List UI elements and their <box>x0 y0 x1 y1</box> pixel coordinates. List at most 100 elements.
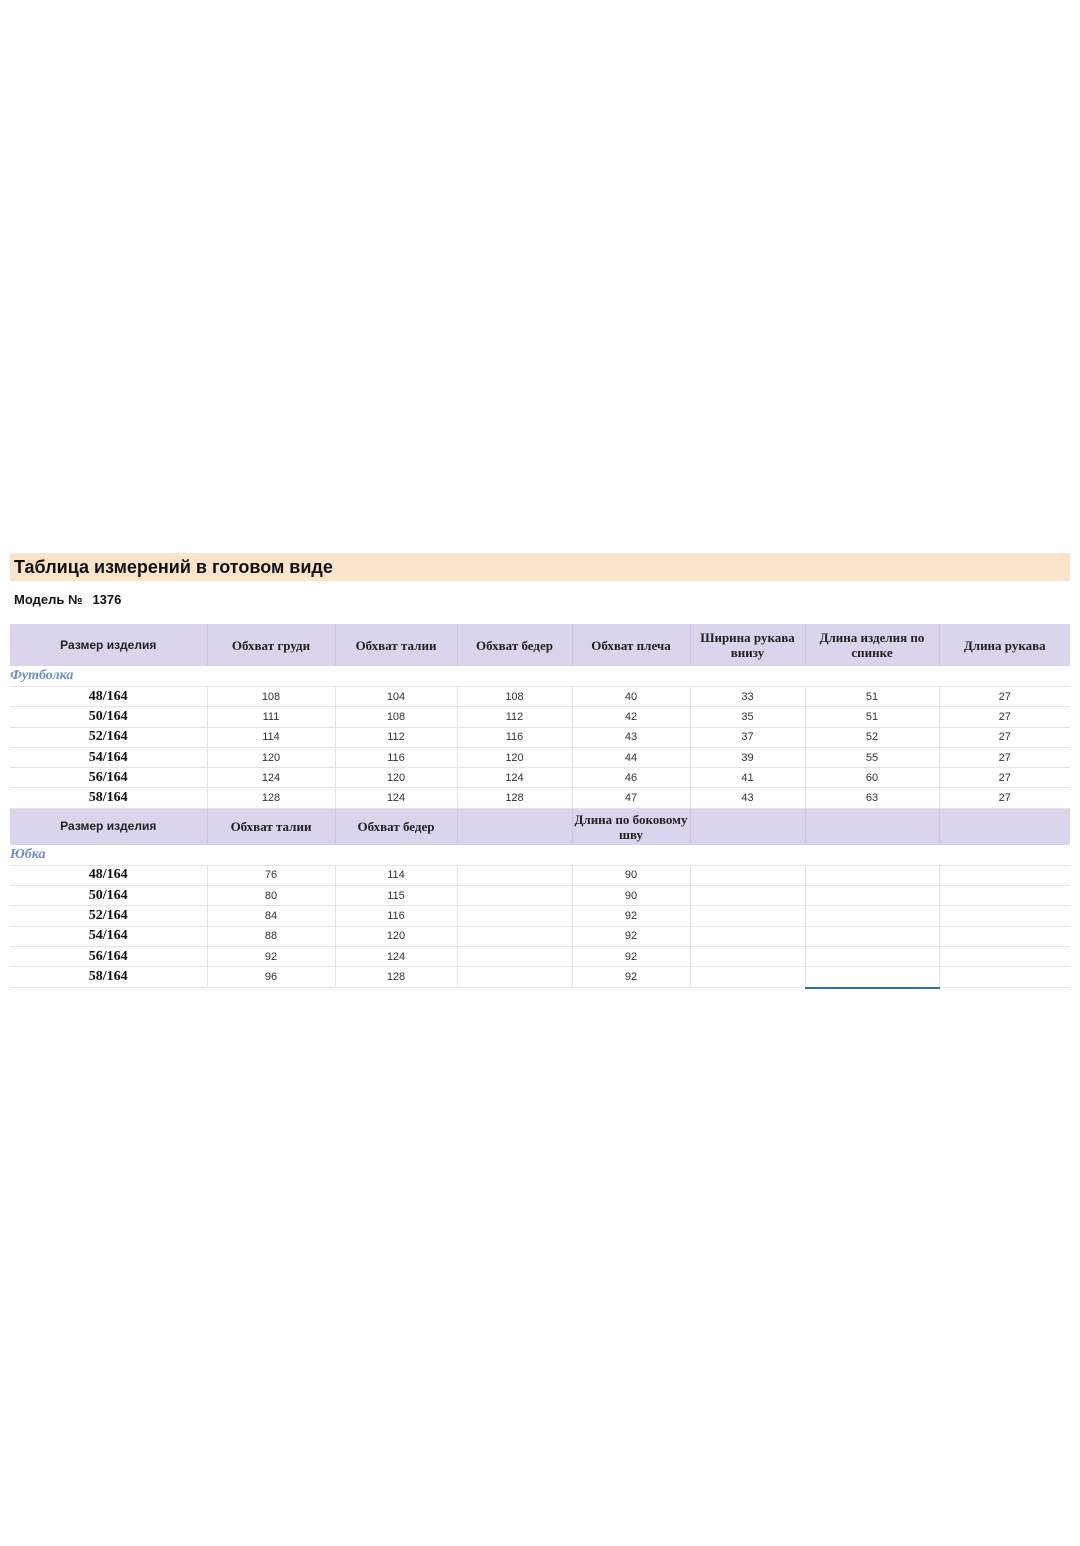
value-cell[interactable]: 84 <box>206 905 335 927</box>
value-cell[interactable]: 39 <box>689 747 805 769</box>
value-cell[interactable]: 128 <box>206 787 335 809</box>
column-header <box>804 808 939 845</box>
size-cell[interactable]: 56/164 <box>10 767 207 789</box>
value-cell[interactable]: 40 <box>571 686 690 708</box>
value-cell[interactable]: 124 <box>334 946 457 968</box>
value-cell[interactable]: 27 <box>938 727 1070 748</box>
value-cell[interactable]: 76 <box>206 865 335 887</box>
size-cell[interactable]: 48/164 <box>10 865 207 887</box>
value-cell[interactable] <box>938 946 1070 968</box>
size-cell[interactable]: 50/164 <box>10 885 207 907</box>
value-cell[interactable] <box>456 865 572 887</box>
value-cell[interactable] <box>938 926 1070 947</box>
value-cell[interactable]: 41 <box>689 767 805 789</box>
value-cell[interactable]: 92 <box>571 946 690 968</box>
value-cell[interactable] <box>938 966 1070 989</box>
value-cell[interactable]: 116 <box>334 747 457 769</box>
value-cell[interactable] <box>804 865 939 887</box>
value-cell[interactable]: 124 <box>206 767 335 789</box>
value-cell[interactable]: 120 <box>334 926 457 947</box>
value-cell[interactable] <box>689 885 805 907</box>
value-cell[interactable] <box>456 966 572 989</box>
value-cell[interactable] <box>938 905 1070 927</box>
value-cell[interactable]: 44 <box>571 747 690 769</box>
size-cell[interactable]: 52/164 <box>10 727 207 748</box>
value-cell[interactable]: 27 <box>938 686 1070 708</box>
value-cell[interactable] <box>689 966 805 989</box>
size-cell[interactable]: 48/164 <box>10 686 207 708</box>
value-cell[interactable]: 90 <box>571 885 690 907</box>
value-cell[interactable]: 43 <box>571 727 690 748</box>
value-cell[interactable]: 120 <box>206 747 335 769</box>
size-cell[interactable]: 54/164 <box>10 747 207 769</box>
value-cell[interactable]: 52 <box>804 727 939 748</box>
value-cell[interactable]: 46 <box>571 767 690 789</box>
value-cell[interactable] <box>804 905 939 927</box>
value-cell[interactable]: 96 <box>206 966 335 989</box>
value-cell[interactable]: 27 <box>938 767 1070 789</box>
size-cell[interactable]: 58/164 <box>10 966 207 989</box>
value-cell[interactable]: 116 <box>456 727 572 748</box>
value-cell[interactable]: 51 <box>804 686 939 708</box>
size-cell[interactable]: 56/164 <box>10 946 207 968</box>
value-cell[interactable]: 128 <box>334 966 457 989</box>
size-cell[interactable]: 58/164 <box>10 787 207 809</box>
value-cell[interactable] <box>804 885 939 907</box>
value-cell[interactable]: 112 <box>456 706 572 728</box>
value-cell[interactable]: 128 <box>456 787 572 809</box>
section-label: Юбка <box>10 844 1070 866</box>
value-cell[interactable]: 55 <box>804 747 939 769</box>
value-cell[interactable]: 27 <box>938 706 1070 728</box>
size-cell[interactable]: 52/164 <box>10 905 207 927</box>
value-cell[interactable]: 42 <box>571 706 690 728</box>
value-cell[interactable]: 124 <box>456 767 572 789</box>
value-cell[interactable] <box>689 926 805 947</box>
value-cell[interactable]: 80 <box>206 885 335 907</box>
value-cell[interactable] <box>456 946 572 968</box>
value-cell[interactable]: 112 <box>334 727 457 748</box>
model-number: Модель № 1376 <box>14 592 131 607</box>
value-cell[interactable] <box>804 966 939 989</box>
value-cell[interactable]: 108 <box>206 686 335 708</box>
value-cell[interactable]: 33 <box>689 686 805 708</box>
value-cell[interactable]: 111 <box>206 706 335 728</box>
value-cell[interactable]: 90 <box>571 865 690 887</box>
value-cell[interactable] <box>804 926 939 947</box>
value-cell[interactable]: 92 <box>571 905 690 927</box>
value-cell[interactable] <box>689 905 805 927</box>
value-cell[interactable]: 37 <box>689 727 805 748</box>
value-cell[interactable]: 47 <box>571 787 690 809</box>
value-cell[interactable]: 114 <box>334 865 457 887</box>
value-cell[interactable] <box>456 905 572 927</box>
value-cell[interactable]: 92 <box>571 926 690 947</box>
value-cell[interactable]: 63 <box>804 787 939 809</box>
value-cell[interactable]: 116 <box>334 905 457 927</box>
value-cell[interactable]: 120 <box>334 767 457 789</box>
value-cell[interactable] <box>938 865 1070 887</box>
value-cell[interactable] <box>689 865 805 887</box>
value-cell[interactable]: 35 <box>689 706 805 728</box>
value-cell[interactable]: 114 <box>206 727 335 748</box>
value-cell[interactable]: 60 <box>804 767 939 789</box>
value-cell[interactable]: 108 <box>456 686 572 708</box>
value-cell[interactable] <box>938 885 1070 907</box>
column-header: Ширина рукава внизу <box>689 624 805 666</box>
value-cell[interactable]: 104 <box>334 686 457 708</box>
value-cell[interactable]: 43 <box>689 787 805 809</box>
value-cell[interactable]: 27 <box>938 747 1070 769</box>
value-cell[interactable]: 124 <box>334 787 457 809</box>
value-cell[interactable] <box>689 946 805 968</box>
value-cell[interactable]: 92 <box>206 946 335 968</box>
value-cell[interactable] <box>456 885 572 907</box>
value-cell[interactable]: 92 <box>571 966 690 989</box>
size-cell[interactable]: 54/164 <box>10 926 207 947</box>
size-cell[interactable]: 50/164 <box>10 706 207 728</box>
value-cell[interactable]: 115 <box>334 885 457 907</box>
value-cell[interactable] <box>456 926 572 947</box>
value-cell[interactable]: 88 <box>206 926 335 947</box>
value-cell[interactable]: 51 <box>804 706 939 728</box>
value-cell[interactable] <box>804 946 939 968</box>
value-cell[interactable]: 27 <box>938 787 1070 809</box>
value-cell[interactable]: 108 <box>334 706 457 728</box>
value-cell[interactable]: 120 <box>456 747 572 769</box>
